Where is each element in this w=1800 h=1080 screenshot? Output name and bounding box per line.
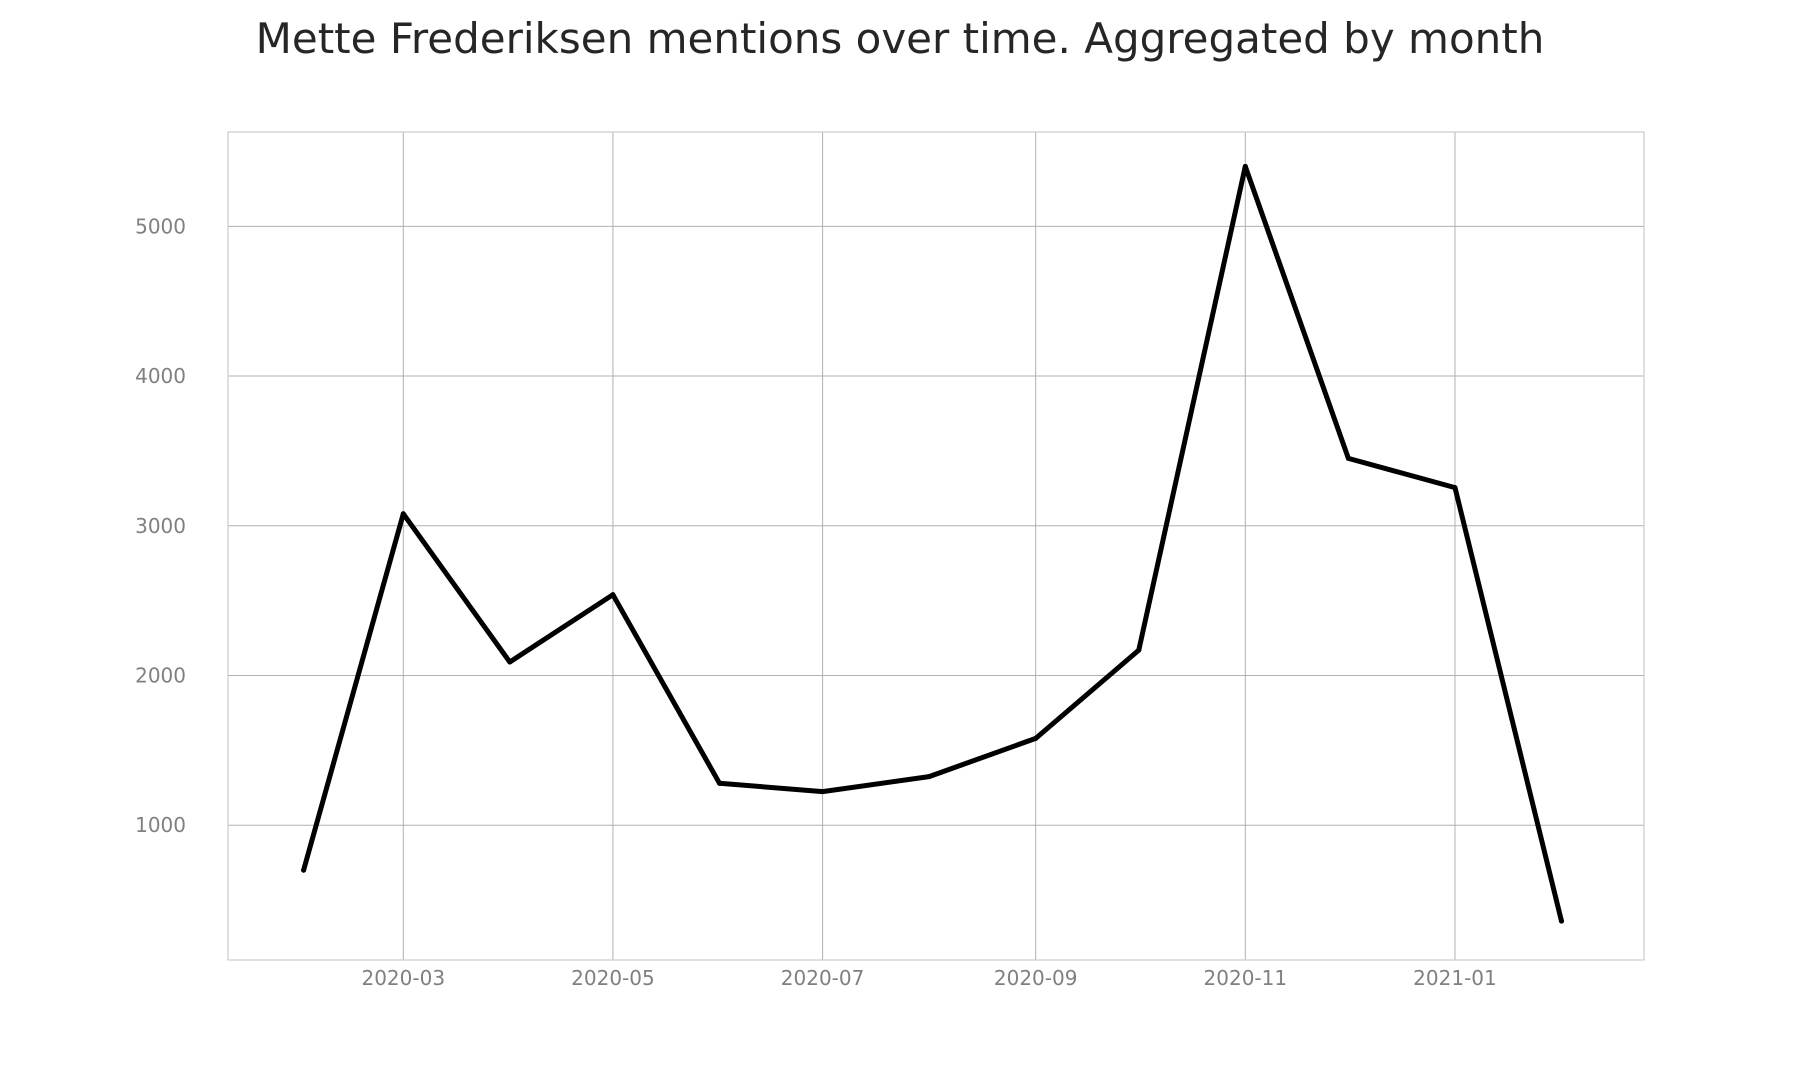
data-point <box>820 789 826 795</box>
x-tick-label: 2020-09 <box>994 966 1078 990</box>
x-tick-label: 2020-07 <box>781 966 865 990</box>
y-tick-label: 4000 <box>135 364 186 388</box>
data-point <box>507 659 513 665</box>
grid <box>228 132 1644 960</box>
x-tick-label: 2020-05 <box>571 966 655 990</box>
x-tick-label: 2021-01 <box>1413 966 1497 990</box>
data-point <box>1033 735 1039 741</box>
data-point <box>400 511 406 517</box>
data-point <box>610 592 616 598</box>
y-tick-label: 1000 <box>135 813 186 837</box>
y-tick-label: 2000 <box>135 664 186 688</box>
y-axis-ticks: 1000 2000 3000 4000 5000 <box>135 214 186 837</box>
data-point <box>1136 647 1142 653</box>
series-layer <box>301 163 1565 924</box>
x-axis-ticks: 2020-03 2020-05 2020-07 2020-09 2020-11 2021-… <box>361 966 1496 990</box>
data-point <box>301 867 307 873</box>
y-tick-label: 3000 <box>135 514 186 538</box>
data-point <box>926 774 932 780</box>
data-point <box>716 780 722 786</box>
data-point <box>1559 918 1565 924</box>
chart-title: Mette Frederiksen mentions over time. Ag… <box>255 14 1545 63</box>
series-line <box>301 163 1564 924</box>
x-tick-label: 2020-11 <box>1204 966 1288 990</box>
y-tick-label: 5000 <box>135 214 186 238</box>
data-point <box>1242 163 1248 169</box>
x-tick-label: 2020-03 <box>361 966 445 990</box>
data-point <box>1345 455 1351 461</box>
data-point <box>1452 485 1458 491</box>
plot-frame <box>227 131 1645 961</box>
